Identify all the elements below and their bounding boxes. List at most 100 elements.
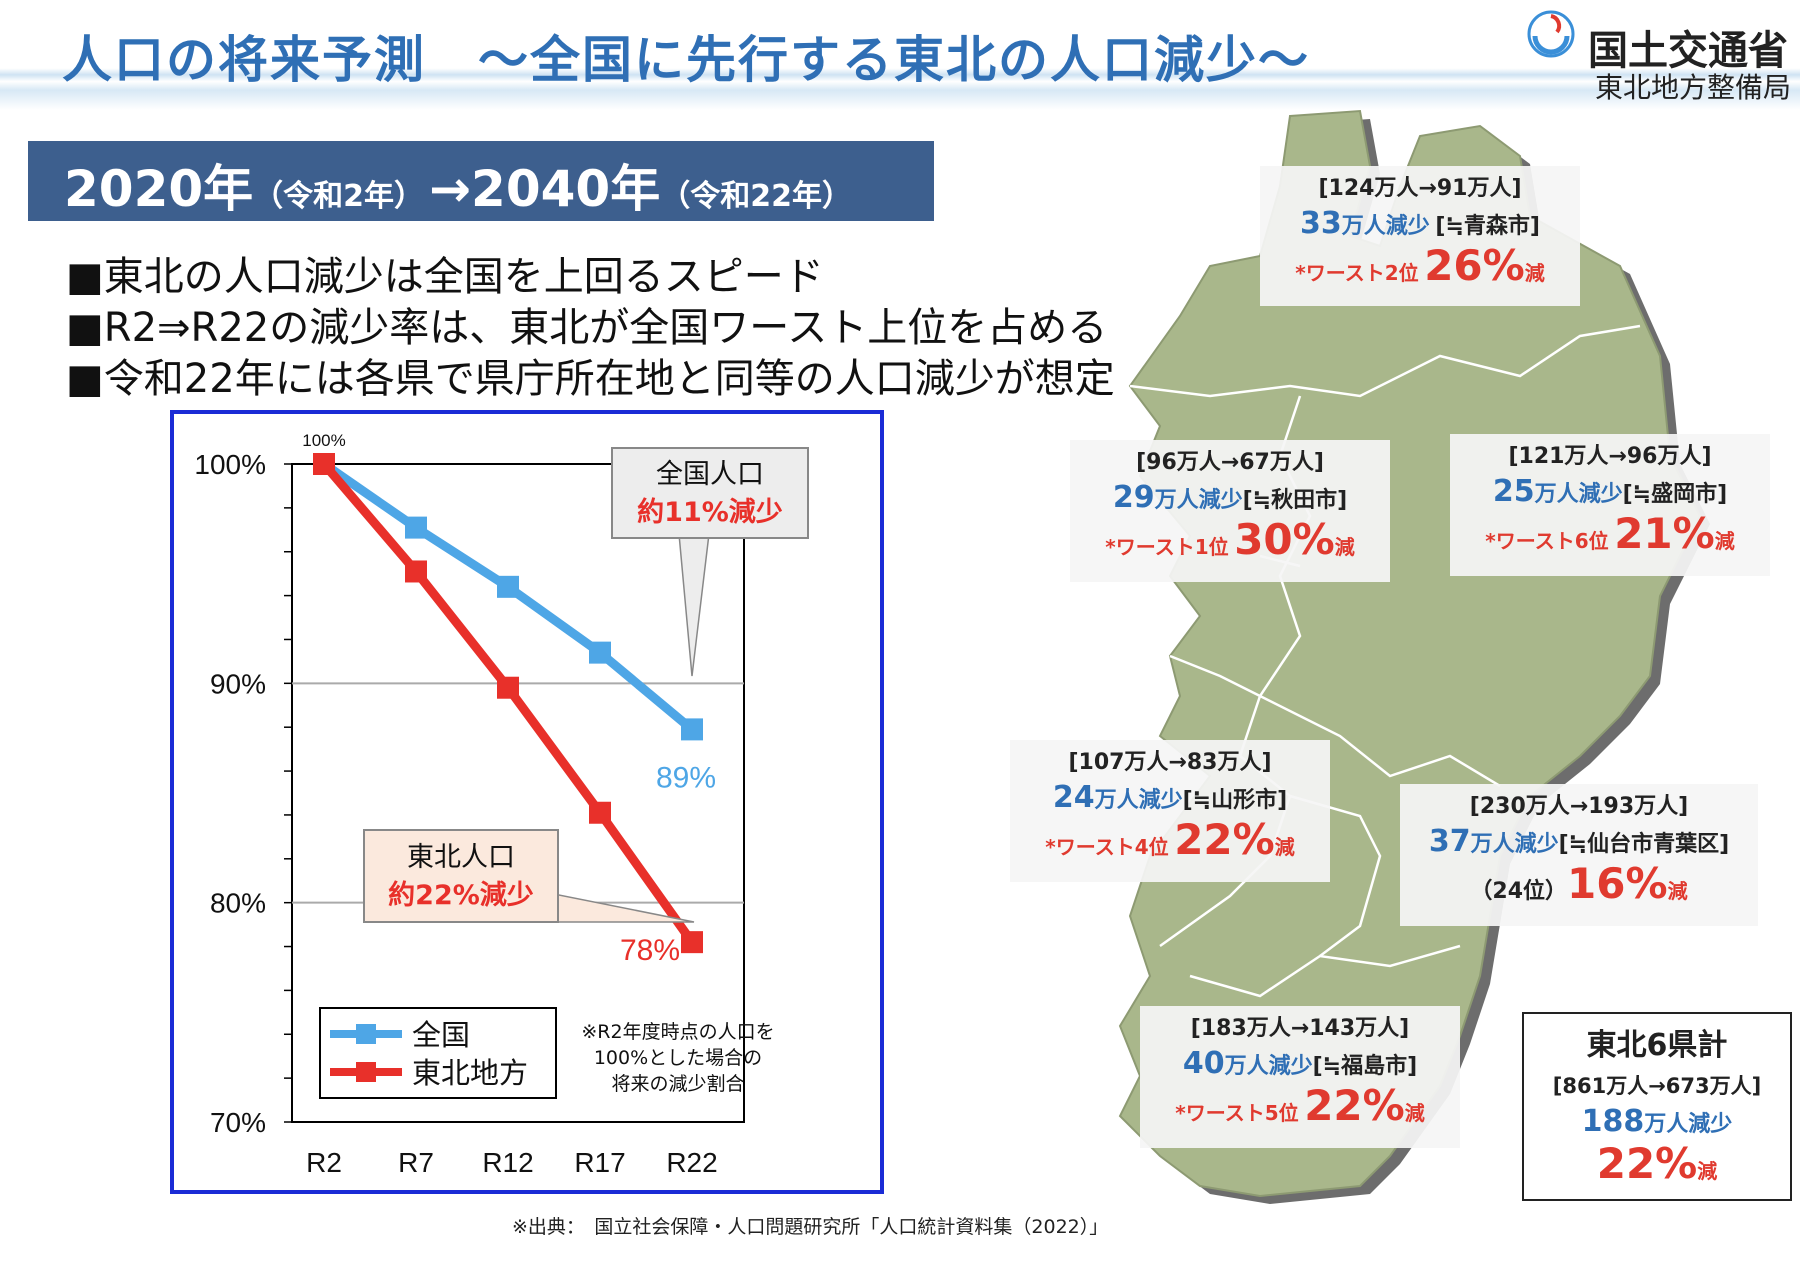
callout-national-value: 約11%減少 <box>637 496 783 528</box>
miyagi-rank: （24位） <box>1470 879 1568 904</box>
yamagata-rate: 22% <box>1174 815 1275 864</box>
iwate-decrease-num: 25 <box>1492 474 1535 509</box>
legend-box <box>319 1007 557 1099</box>
fukushima-worst: *ワースト5位 <box>1175 1101 1299 1125</box>
iwate-rate-unit: 減 <box>1714 529 1735 553</box>
miyagi-rate-unit: 減 <box>1667 879 1688 903</box>
iwate-rate: 21% <box>1614 509 1715 558</box>
miyagi-rate: 16% <box>1567 859 1668 908</box>
callout-national-box <box>611 447 809 539</box>
akita-range: [96万人→67万人] <box>1136 450 1324 475</box>
from-year: 2020年 <box>64 160 254 218</box>
start-value-label: 100% <box>302 431 345 450</box>
total-decrease-num: 188 <box>1581 1104 1645 1139</box>
info-box-aomori: [124万人→91万人] 33万人減少 [≒青森市] *ワースト2位 26%減 <box>1260 166 1580 306</box>
akita-rate-unit: 減 <box>1334 535 1355 559</box>
data-point-national <box>405 516 427 539</box>
aomori-range: [124万人→91万人] <box>1318 176 1522 201</box>
chart-note-line: 将来の減少割合 <box>611 1073 744 1095</box>
legend-marker-tohoku <box>356 1062 376 1082</box>
tohoku-total-box: 東北6県計 [861万人→673万人] 188万人減少 22%減 <box>1522 1012 1792 1201</box>
total-rate: 22% <box>1596 1139 1698 1188</box>
fukushima-rate: 22% <box>1304 1081 1405 1130</box>
akita-worst: *ワースト1位 <box>1105 535 1229 559</box>
x-tick-label: R7 <box>398 1147 434 1178</box>
akita-capital: [≒秋田市] <box>1242 488 1348 513</box>
akita-decrease-num: 29 <box>1112 480 1155 515</box>
info-box-miyagi: [230万人→193万人] 37万人減少[≒仙台市青葉区] （24位）16%減 <box>1400 784 1758 926</box>
x-tick-label: R2 <box>306 1147 342 1178</box>
period-banner: 2020年（令和2年） →2040年（令和22年） <box>28 141 934 221</box>
callout-tohoku-box <box>363 829 559 923</box>
data-point-tohoku <box>405 560 427 583</box>
data-point-tohoku <box>497 676 519 699</box>
info-box-iwate: [121万人→96万人] 25万人減少[≒盛岡市] *ワースト6位 21%減 <box>1450 434 1770 576</box>
total-rate-unit: 減 <box>1697 1159 1718 1183</box>
akita-decrease-unit: 万人減少 <box>1154 488 1243 513</box>
bullet-3: ■令和22年には各県で県庁所在地と同等の人口減少が想定 <box>66 356 1115 402</box>
data-point-tohoku <box>589 801 611 824</box>
data-point-tohoku <box>681 931 703 954</box>
total-range: [861万人→673万人] <box>1552 1074 1762 1098</box>
bullet-2: ■R2⇒R22の減少率は、東北が全国ワースト上位を占める <box>66 305 1108 351</box>
x-tick-label: R17 <box>574 1147 625 1178</box>
data-point-national <box>497 575 519 598</box>
title-banner <box>0 0 1800 110</box>
miyagi-capital: [≒仙台市青葉区] <box>1558 832 1730 857</box>
callout-national-title: 全国人口 <box>656 459 764 490</box>
fukushima-capital: [≒福島市] <box>1312 1054 1418 1079</box>
bullet-1: ■東北の人口減少は全国を上回るスピード <box>66 254 824 300</box>
yamagata-decrease-num: 24 <box>1052 780 1095 815</box>
fukushima-rate-unit: 減 <box>1404 1101 1425 1125</box>
aomori-capital: [≒青森市] <box>1435 214 1540 239</box>
yamagata-capital: [≒山形市] <box>1182 788 1288 813</box>
from-era: （令和2年） <box>253 179 425 214</box>
legend-marker-national <box>356 1024 376 1044</box>
miyagi-range: [230万人→193万人] <box>1469 794 1689 819</box>
to-era: （令和22年） <box>660 179 852 214</box>
info-box-akita: [96万人→67万人] 29万人減少[≒秋田市] *ワースト1位 30%減 <box>1070 440 1390 582</box>
legend-label-national: 全国 <box>412 1018 470 1052</box>
iwate-worst: *ワースト6位 <box>1485 529 1609 553</box>
yamagata-range: [107万人→83万人] <box>1068 750 1272 775</box>
aomori-decrease-num: 33 <box>1300 206 1342 241</box>
end-label-national: 89% <box>656 761 716 794</box>
info-box-fukushima: [183万人→143万人] 40万人減少[≒福島市] *ワースト5位 22%減 <box>1140 1006 1460 1148</box>
yamagata-decrease-unit: 万人減少 <box>1094 788 1183 813</box>
legend-label-tohoku: 東北地方 <box>412 1056 528 1090</box>
fukushima-range: [183万人→143万人] <box>1190 1016 1410 1041</box>
callout-tohoku-title: 東北人口 <box>407 842 515 873</box>
y-tick-label: 90% <box>210 668 266 699</box>
miyagi-decrease-unit: 万人減少 <box>1470 832 1559 857</box>
akita-rate: 30% <box>1234 515 1335 564</box>
source-note: ※出典： 国立社会保障・人口問題研究所「人口統計資料集（2022）」 <box>512 1216 1109 1238</box>
yamagata-rate-unit: 減 <box>1274 835 1295 859</box>
aomori-rate: 26% <box>1424 241 1525 290</box>
chart-note-line: ※R2年度時点の人口を <box>581 1021 774 1043</box>
y-tick-label: 70% <box>210 1107 266 1138</box>
aomori-rate-unit: 減 <box>1524 261 1545 285</box>
info-box-yamagata: [107万人→83万人] 24万人減少[≒山形市] *ワースト4位 22%減 <box>1010 740 1330 882</box>
yamagata-worst: *ワースト4位 <box>1045 835 1169 859</box>
fukushima-decrease-unit: 万人減少 <box>1224 1054 1313 1079</box>
fukushima-decrease-num: 40 <box>1182 1046 1225 1081</box>
callout-tohoku-value: 約22%減少 <box>388 879 534 911</box>
chart-note-line: 100%とした場合の <box>594 1047 762 1069</box>
mlit-logo-icon <box>1527 10 1575 58</box>
y-tick-label: 100% <box>194 449 266 480</box>
bureau-name: 東北地方整備局 <box>1595 71 1792 104</box>
data-point-national <box>681 718 703 741</box>
tohoku-map <box>1118 109 1710 1204</box>
miyagi-decrease-num: 37 <box>1428 824 1471 859</box>
aomori-worst: *ワースト2位 <box>1295 261 1419 285</box>
ministry-name: 国土交通省 <box>1588 28 1788 74</box>
end-label-tohoku: 78% <box>620 934 680 967</box>
page-title: 人口の将来予測 ～全国に先行する東北の人口減少～ <box>62 31 1310 89</box>
iwate-range: [121万人→96万人] <box>1508 444 1712 469</box>
iwate-capital: [≒盛岡市] <box>1622 482 1728 507</box>
line-chart: 70% 80% 90% 100% R2 R7 R12 R17 R22 100% 89% 78% 全国人口… <box>194 431 809 1178</box>
total-title: 東北6県計 <box>1586 1028 1728 1063</box>
y-tick-label: 80% <box>210 888 266 919</box>
chart-frame: 70% 80% 90% 100% R2 R7 R12 R17 R22 100% 89% 78% 全国人口… <box>170 410 884 1194</box>
data-point-national <box>589 641 611 664</box>
